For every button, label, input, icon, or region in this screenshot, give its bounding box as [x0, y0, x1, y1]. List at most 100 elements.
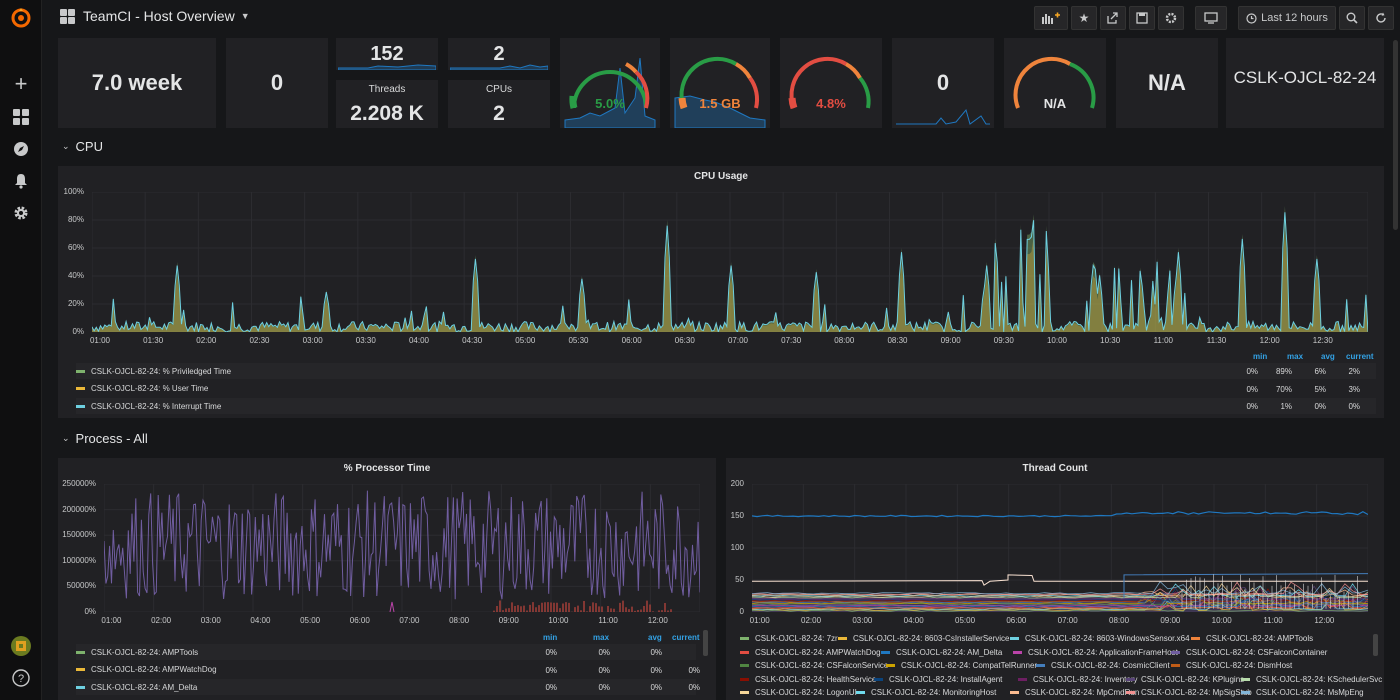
disk-gauge — [788, 56, 871, 110]
x-tick-label: 07:00 — [727, 336, 748, 345]
time-picker-button[interactable]: Last 12 hours — [1238, 6, 1336, 30]
legend-item[interactable]: CSLK-OJCL-82-24: AM_Delta — [76, 679, 696, 695]
legend-item[interactable]: CSLK-OJCL-82-24: % User Time — [76, 381, 1376, 397]
threads-value: 2.208 K — [350, 102, 424, 125]
process-row-toggle[interactable]: ⌄ Process - All — [62, 431, 148, 446]
threads-panel[interactable]: Threads 2.208 K — [336, 80, 438, 128]
add-panel-button[interactable] — [1034, 6, 1068, 30]
x-tick-label: 06:30 — [674, 336, 695, 345]
thread-legend-item[interactable]: CSLK-OJCL-82-24: AMPTools — [1191, 634, 1313, 643]
thread-legend-item[interactable]: CSLK-OJCL-82-24: DismHost — [1171, 661, 1292, 670]
dashboard-picker[interactable]: TeamCI - Host Overview ▼ — [60, 8, 250, 24]
legend-max-value: 0% — [598, 683, 610, 692]
thread-legend-item[interactable]: CSLK-OJCL-82-24: KSchedulerSvc — [1241, 675, 1382, 684]
zero-stat2-panel[interactable]: 0 — [892, 38, 994, 128]
thread-legend-item[interactable]: CSLK-OJCL-82-24: Inventory — [1018, 675, 1138, 684]
cpu-row-toggle[interactable]: ⌄ CPU — [62, 139, 103, 154]
thread-legend-item[interactable]: CSLK-OJCL-82-24: AM_Delta — [881, 648, 1002, 657]
thread-series-step — [1123, 573, 1368, 598]
legend-item[interactable]: CSLK-OJCL-82-24: % Priviledged Time — [76, 363, 1376, 379]
proc-legend-scrollbar[interactable] — [703, 630, 708, 656]
page-scrollbar[interactable] — [1393, 40, 1398, 230]
processor-time-panel[interactable]: % Processor Time 250000% 200000% 150000% 10… — [58, 458, 716, 700]
uptime-panel[interactable]: 7.0 week — [58, 38, 216, 128]
thread-legend-item[interactable]: CSLK-OJCL-82-24: CosmicClient — [1036, 661, 1170, 670]
legend-current-header: current — [1346, 352, 1374, 361]
legend-swatch — [1241, 677, 1250, 681]
processes-panel[interactable]: 152 — [336, 38, 438, 70]
legend-item[interactable]: CSLK-OJCL-82-24: AMPTools — [76, 644, 696, 660]
thread-legend-item[interactable]: CSLK-OJCL-82-24: KPlugins — [1126, 675, 1244, 684]
thread-legend-item[interactable]: CSLK-OJCL-82-24: MsMpEng — [1241, 688, 1364, 697]
thread-legend-item[interactable]: CSLK-OJCL-82-24: HealthService — [740, 675, 876, 684]
help-icon[interactable]: ? — [0, 664, 42, 692]
x-tick-label: 01:00 — [749, 616, 770, 625]
thread-legend-item[interactable]: CSLK-OJCL-82-24: CSFalconContainer — [1171, 648, 1327, 657]
legend-avg-value: 0% — [1314, 402, 1326, 411]
tv-mode-button[interactable] — [1195, 6, 1227, 30]
x-tick-label: 08:00 — [834, 336, 855, 345]
na-stat-panel[interactable]: N/A — [1116, 38, 1218, 128]
gear-icon[interactable] — [0, 199, 42, 227]
avatar[interactable] — [0, 632, 42, 660]
grafana-logo-icon[interactable] — [0, 4, 42, 32]
sessions-panel[interactable]: 2 — [448, 38, 550, 70]
x-tick-label: 07:00 — [1057, 616, 1078, 625]
legend-label: CSLK-OJCL-82-24: DismHost — [1186, 661, 1293, 670]
thread-legend-item[interactable]: CSLK-OJCL-82-24: InstallAgent — [874, 675, 1002, 684]
memory-gauge-panel[interactable]: 1.5 GB — [670, 38, 770, 128]
y-tick-label: 0% — [72, 327, 84, 336]
legend-label: CSLK-OJCL-82-24: HealthService — [755, 674, 877, 684]
x-tick-label: 12:00 — [647, 616, 668, 625]
legend-current-value: 0% — [688, 683, 700, 692]
x-tick-label: 12:00 — [1314, 616, 1335, 625]
refresh-icon — [1376, 12, 1386, 23]
na-gauge-value: N/A — [1043, 96, 1067, 111]
y-tick-label: 20% — [67, 299, 84, 308]
star-button[interactable]: ★ — [1071, 6, 1097, 30]
legend-max-value: 89% — [1275, 367, 1292, 376]
legend-label: CSLK-OJCL-82-24: CompatTelRunner — [901, 661, 1038, 670]
share-button[interactable] — [1100, 6, 1126, 30]
thread-legend-item[interactable]: CSLK-OJCL-82-24: LogonUI — [740, 688, 857, 697]
alert-bell-icon[interactable] — [0, 167, 42, 195]
explore-icon[interactable] — [0, 135, 42, 163]
memory-gauge — [674, 56, 766, 128]
time-range-label: Last 12 hours — [1261, 12, 1328, 24]
zoom-out-button[interactable] — [1339, 6, 1365, 30]
x-tick-label: 01:00 — [101, 616, 122, 625]
thread-legend-item[interactable]: CSLK-OJCL-82-24: 8603-CsInstallerService — [838, 634, 1010, 643]
thread-legend-item[interactable]: CSLK-OJCL-82-24: 7zr — [740, 634, 838, 643]
thread-count-panel[interactable]: Thread Count 200 150 100 50 0 01:00 02:00 03:0… — [726, 458, 1384, 700]
plus-icon[interactable]: + — [14, 71, 28, 96]
thread-legend-item[interactable]: CSLK-OJCL-82-24: MpCmdRun — [1010, 688, 1139, 697]
thread-legend-scrollbar[interactable] — [1373, 634, 1378, 656]
thread-series-line — [752, 590, 1368, 603]
hostname-panel[interactable]: CSLK-OJCL-82-24 — [1226, 38, 1384, 128]
x-tick-label: 03:00 — [852, 616, 873, 625]
thread-legend-item[interactable]: CSLK-OJCL-82-24: MpSigStub — [1126, 688, 1252, 697]
thread-legend-item[interactable]: CSLK-OJCL-82-24: CompatTelRunner — [886, 661, 1037, 670]
legend-item[interactable]: CSLK-OJCL-82-24: % Interrupt Time — [76, 398, 1376, 414]
thread-legend-item[interactable]: CSLK-OJCL-82-24: AMPWatchDog — [740, 648, 881, 657]
cpu-gauge-panel[interactable]: 5.0% — [560, 38, 660, 128]
legend-item[interactable]: CSLK-OJCL-82-24: AMPWatchDog — [76, 662, 696, 678]
save-button[interactable] — [1129, 6, 1155, 30]
refresh-button[interactable] — [1368, 6, 1394, 30]
thread-legend-item[interactable]: CSLK-OJCL-82-24: 8603-WindowsSensor.x64 — [1010, 634, 1190, 643]
na-gauge-panel[interactable]: N/A — [1004, 38, 1106, 128]
dashboards-icon[interactable] — [0, 103, 42, 131]
settings-button[interactable] — [1158, 6, 1184, 30]
cpus-panel[interactable]: CPUs 2 — [448, 80, 550, 128]
legend-min-value: 0% — [545, 683, 557, 692]
proc-legend-current-header: current — [672, 633, 700, 642]
thread-legend-item[interactable]: CSLK-OJCL-82-24: MonitoringHost — [856, 688, 996, 697]
x-tick-label: 08:00 — [1109, 616, 1130, 625]
disk-gauge-panel[interactable]: 4.8% — [780, 38, 882, 128]
cpu-usage-panel[interactable]: CPU Usage 100% 80% 60% 40% 20% 0% 01:00 01:30 0… — [58, 166, 1384, 418]
zero-stat-panel[interactable]: 0 — [226, 38, 328, 128]
y-tick-label: 80% — [67, 215, 84, 224]
thread-legend-item[interactable]: CSLK-OJCL-82-24: ApplicationFrameHost — [1013, 648, 1178, 657]
legend-min-value: 0% — [1246, 402, 1258, 411]
thread-legend-item[interactable]: CSLK-OJCL-82-24: CSFalconService — [740, 661, 888, 670]
